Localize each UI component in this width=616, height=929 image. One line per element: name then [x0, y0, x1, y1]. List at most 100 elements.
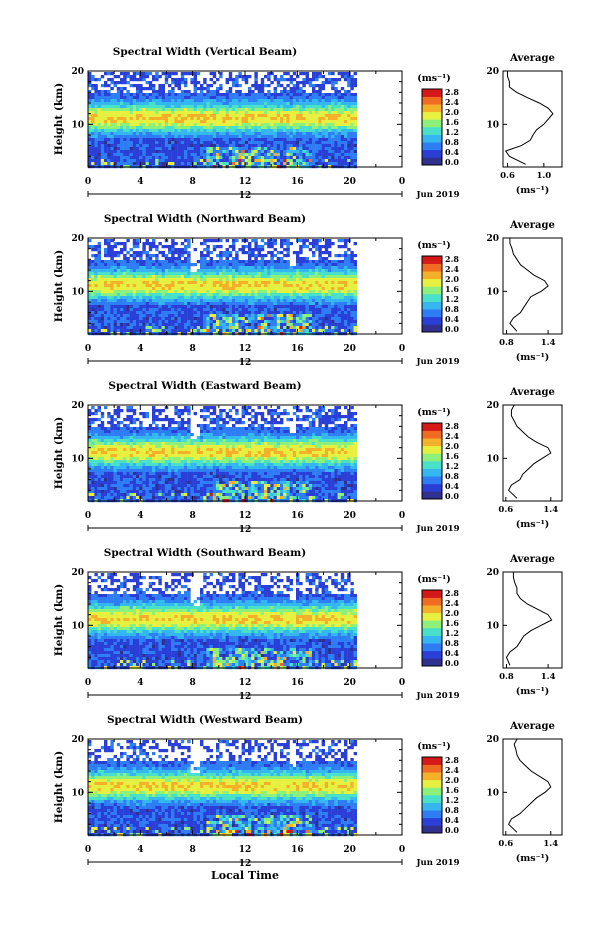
heatmap-cell — [299, 120, 303, 124]
heatmap-cell — [273, 75, 277, 79]
heatmap-cell — [148, 299, 153, 303]
heatmap-cell — [312, 242, 316, 246]
heatmap-cell — [177, 320, 181, 324]
heatmap-cell — [238, 320, 242, 324]
heatmap-cell — [302, 72, 306, 76]
heatmap-cell — [120, 314, 124, 318]
heatmap-cell — [155, 296, 159, 300]
heatmap-cell — [248, 323, 252, 327]
heatmap-cell — [353, 269, 357, 273]
heatmap-cell — [171, 323, 175, 327]
heatmap-cell — [312, 245, 316, 249]
heatmap-cell — [251, 135, 255, 139]
heatmap-cell — [206, 317, 210, 321]
heatmap-cell — [347, 248, 351, 252]
heatmap-cell — [222, 323, 226, 327]
heatmap-cell — [299, 162, 303, 166]
heatmap-cell — [244, 314, 249, 318]
heatmap-cell — [94, 84, 98, 88]
heatmap-cell — [209, 120, 213, 124]
colorbar: 0.00.40.81.21.62.02.42.8 — [421, 87, 459, 167]
heatmap-cell — [344, 105, 348, 109]
heatmap-cell — [254, 263, 258, 267]
heatmap-cell — [318, 269, 322, 273]
heatmap-cell — [180, 120, 185, 124]
heatmap-cell — [168, 263, 172, 267]
heatmap-cell — [148, 296, 153, 300]
heatmap-cell — [216, 138, 220, 142]
heatmap-cell — [238, 308, 242, 312]
heatmap-cell — [104, 278, 108, 282]
heatmap-cell — [251, 138, 255, 142]
heatmap-cell — [241, 290, 245, 294]
heatmap-cell — [171, 308, 175, 312]
heatmap-cell — [254, 120, 258, 124]
heatmap-cell — [164, 245, 169, 249]
heatmap-cell — [168, 281, 172, 285]
heatmap-cell — [97, 284, 101, 288]
heatmap-cell — [196, 314, 201, 318]
colorbar-segment — [422, 132, 442, 135]
heatmap-cell — [328, 144, 332, 148]
heatmap-cell — [139, 126, 143, 130]
heatmap-cell — [305, 114, 309, 118]
heatmap-cell — [190, 263, 194, 267]
heatmap-cell — [148, 317, 153, 321]
heatmap-cell — [308, 275, 313, 279]
heatmap-cell — [347, 90, 351, 94]
heatmap-cell — [100, 96, 105, 100]
heatmap-cell — [334, 269, 338, 273]
colorbar-segment — [422, 144, 442, 148]
heatmap-cell — [120, 293, 124, 297]
heatmap-cell — [196, 269, 201, 273]
heatmap-cell — [180, 129, 185, 133]
heatmap-cell — [203, 296, 207, 300]
heatmap-cell — [222, 254, 226, 258]
heatmap-cell — [107, 99, 111, 103]
heatmap-cell — [100, 129, 105, 133]
heatmap-cell — [312, 72, 316, 76]
heatmap-cell — [318, 96, 322, 100]
heatmap-cell — [142, 105, 146, 109]
heatmap-cell — [340, 245, 345, 249]
heatmap-cell — [152, 317, 156, 321]
heatmap-cell — [308, 120, 313, 124]
heatmap-cell — [257, 323, 261, 327]
heatmap-cell — [299, 278, 303, 282]
heatmap-cell — [344, 275, 348, 279]
heatmap-cell — [174, 290, 178, 294]
heatmap-cell — [328, 141, 332, 145]
heatmap-cell — [296, 284, 300, 288]
heatmap-cell — [299, 239, 303, 243]
heatmap-cell — [350, 266, 354, 270]
heatmap-cell — [292, 93, 297, 97]
heatmap-cell — [296, 147, 300, 151]
heatmap-cell — [180, 296, 185, 300]
heatmap-cell — [225, 126, 229, 130]
heatmap-cell — [337, 72, 341, 76]
heatmap-cell — [225, 102, 229, 106]
heatmap-cell — [113, 84, 117, 88]
heatmap-cell — [228, 108, 233, 112]
heatmap-cell — [148, 141, 153, 145]
heatmap-cell — [235, 138, 239, 142]
heatmap-cell — [318, 120, 322, 124]
heatmap-cell — [225, 105, 229, 109]
heatmap-cell — [283, 248, 287, 252]
heatmap-cell — [184, 84, 188, 88]
heatmap-cell — [161, 156, 165, 160]
x-tick-label: 0 — [85, 344, 91, 354]
heatmap-cell — [302, 102, 306, 106]
heatmap-cell — [248, 144, 252, 148]
heatmap-cell — [334, 147, 338, 151]
heatmap-cell — [280, 317, 284, 321]
heatmap-cell — [232, 317, 236, 321]
heatmap-cell — [209, 305, 213, 309]
heatmap-cell — [273, 290, 277, 294]
colorbar-segment — [422, 139, 442, 143]
heatmap-cell — [270, 153, 274, 157]
heatmap-cell — [235, 120, 239, 124]
heatmap-cell — [283, 153, 287, 157]
heatmap-cell — [158, 162, 162, 166]
